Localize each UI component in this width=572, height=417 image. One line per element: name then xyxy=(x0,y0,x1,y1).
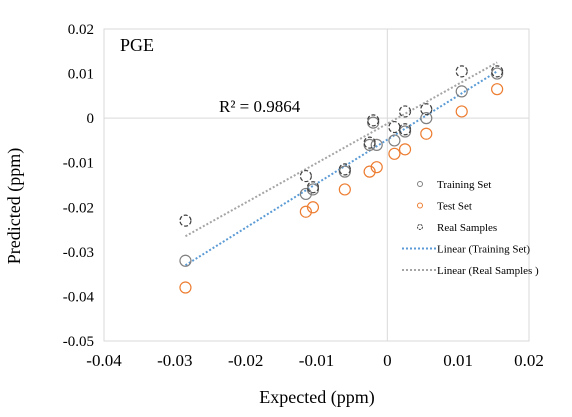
data-point xyxy=(398,105,412,118)
x-tick-label: 0.01 xyxy=(443,351,473,370)
data-point xyxy=(398,123,412,136)
legend-label: Linear (Training Set) xyxy=(437,244,530,256)
data-point xyxy=(420,112,433,125)
data-point xyxy=(363,136,376,149)
y-tick-label: -0.04 xyxy=(63,289,95,305)
data-point xyxy=(420,127,433,140)
data-point xyxy=(420,103,433,116)
x-tick-label: -0.01 xyxy=(299,351,334,370)
y-axis-title: Predicted (ppm) xyxy=(4,148,25,264)
legend-marker xyxy=(417,224,423,230)
trendlines-layer xyxy=(184,61,498,267)
legend-label: Test Set xyxy=(437,201,472,213)
trendline xyxy=(184,70,498,267)
x-tick-label: 0.02 xyxy=(514,351,544,370)
legend-marker xyxy=(417,181,423,187)
r-squared-annotation: R² = 0.9864 xyxy=(219,97,301,116)
data-point xyxy=(455,85,468,98)
data-point xyxy=(388,120,401,134)
x-axis-title: Expected (ppm) xyxy=(259,387,374,408)
data-point xyxy=(299,205,312,218)
data-point xyxy=(367,114,380,127)
legend-label: Training Set xyxy=(437,179,491,191)
data-point xyxy=(491,65,504,78)
x-tick-label: 0 xyxy=(383,351,392,370)
y-tick-label: -0.02 xyxy=(63,200,94,216)
legend-marker xyxy=(417,202,423,209)
legend-label: Real Samples xyxy=(437,222,497,234)
data-point xyxy=(455,105,468,118)
data-point xyxy=(398,143,412,156)
data-point xyxy=(179,281,192,294)
x-tick-label: -0.04 xyxy=(86,351,122,370)
chart-title: PGE xyxy=(120,35,154,55)
data-point xyxy=(306,181,320,194)
data-point xyxy=(179,254,192,267)
data-point xyxy=(338,163,351,176)
trendline xyxy=(184,61,498,238)
points-layer xyxy=(179,65,504,294)
legend-label: Linear (Real Samples ) xyxy=(437,265,539,277)
plot-area-border xyxy=(103,28,530,342)
axes-layer: -0.04 -0.03 -0.02 -0.01 0 0.01 0.02-0.05-0.04-… xyxy=(63,22,544,370)
data-point xyxy=(491,83,504,96)
data-point xyxy=(455,65,468,78)
y-tick-label: 0.02 xyxy=(68,22,94,38)
y-tick-label: 0.01 xyxy=(68,67,94,83)
data-point xyxy=(370,138,383,151)
y-tick-label: -0.05 xyxy=(63,334,94,350)
y-tick-label: 0 xyxy=(87,111,95,127)
x-tick-label: -0.03 xyxy=(157,351,192,370)
data-point xyxy=(306,201,320,214)
data-point xyxy=(179,214,192,227)
data-point xyxy=(338,183,351,196)
data-point xyxy=(388,134,401,147)
data-point xyxy=(363,165,376,178)
data-point xyxy=(299,169,312,183)
y-tick-label: -0.03 xyxy=(63,245,94,261)
data-point xyxy=(370,161,383,174)
y-tick-label: -0.01 xyxy=(63,156,94,172)
legend: Training Set Test Set Real Samples Linear (… xyxy=(402,179,539,277)
data-point xyxy=(388,147,401,160)
data-point xyxy=(299,187,312,201)
x-tick-label: -0.02 xyxy=(228,351,263,370)
